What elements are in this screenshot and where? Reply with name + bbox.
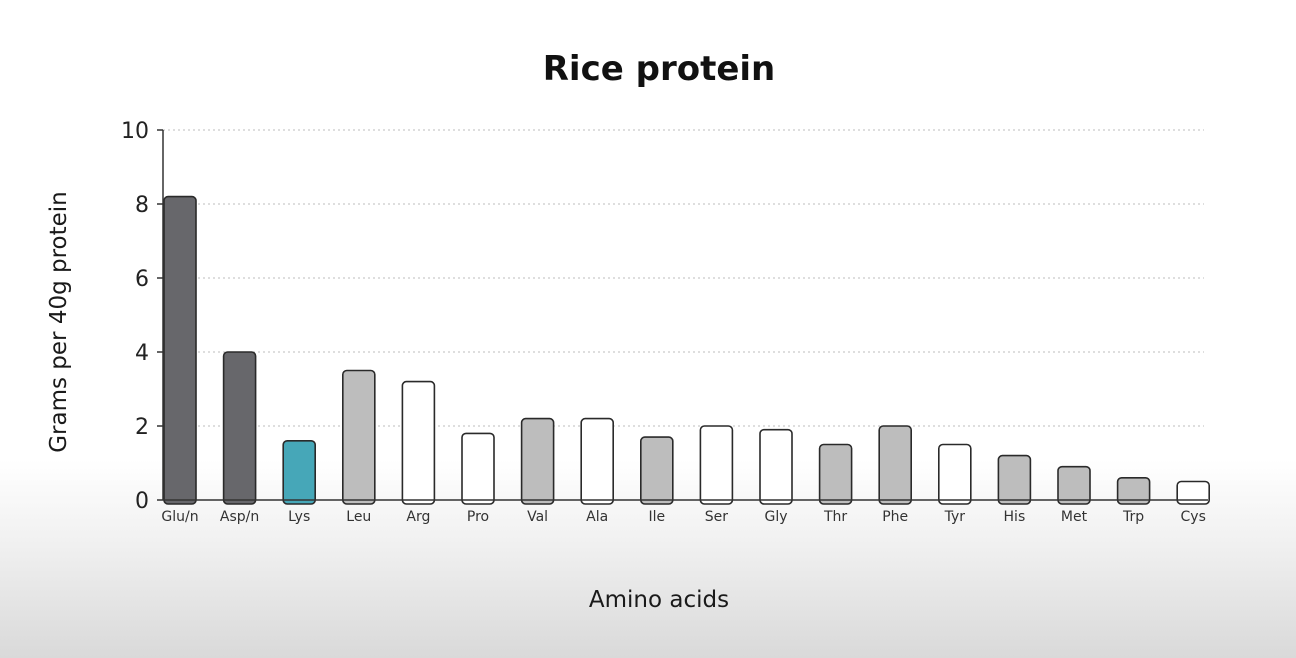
y-tick-label: 0	[135, 489, 149, 514]
bar-asp-n	[222, 351, 257, 505]
x-tick-label: Asp/n	[220, 509, 259, 525]
bar-ile	[639, 436, 674, 505]
x-tick-label: Phe	[882, 509, 908, 525]
bar-lys	[282, 439, 317, 505]
x-tick-label: Arg	[406, 509, 430, 525]
y-tick-label: 6	[135, 267, 149, 292]
y-tick-label: 4	[135, 341, 149, 366]
bar-ala	[580, 417, 615, 505]
bar-thr	[818, 443, 853, 505]
bar-pro	[461, 432, 495, 505]
x-tick-label: Leu	[346, 509, 371, 525]
x-tick-label: His	[1004, 509, 1026, 525]
y-axis-title: Grams per 40g protein	[46, 191, 72, 453]
x-tick-label: Ala	[586, 509, 608, 525]
y-tick-label: 2	[135, 415, 149, 440]
bar-his	[997, 454, 1032, 505]
bar-arg	[401, 380, 436, 505]
bar-trp	[1116, 476, 1151, 505]
x-axis-ticks: Glu/n Asp/n Lys Leu Arg Pro Val Ala Ile Ser Gly Thr…	[161, 509, 1205, 525]
bar-val	[520, 417, 555, 505]
bar-met	[1057, 465, 1091, 505]
x-axis-title: Amino acids	[589, 587, 729, 613]
x-tick-label: Glu/n	[161, 509, 198, 525]
chart-title: Rice protein	[543, 49, 776, 89]
bar-ser	[699, 425, 734, 505]
y-axis-ticks: 0 2 4 6 8 10	[121, 119, 163, 514]
x-tick-label: Cys	[1181, 509, 1206, 525]
x-tick-label: Lys	[288, 509, 310, 525]
bar-tyr	[937, 443, 972, 505]
x-tick-label: Trp	[1122, 509, 1144, 525]
y-tick-label: 8	[135, 193, 149, 218]
bar-cys	[1176, 480, 1210, 505]
x-tick-label: Gly	[764, 509, 787, 525]
x-tick-label: Ile	[648, 509, 665, 525]
gridlines	[163, 129, 1204, 427]
x-tick-label: Thr	[823, 509, 847, 525]
x-tick-label: Tyr	[944, 509, 966, 525]
x-tick-label: Val	[527, 509, 548, 525]
bars	[163, 195, 1210, 505]
y-tick-label: 10	[121, 119, 149, 144]
x-tick-label: Ser	[705, 509, 729, 525]
bar-glu-n	[163, 195, 197, 505]
bar-gly	[759, 428, 793, 505]
x-tick-label: Met	[1061, 509, 1088, 525]
bar-phe	[878, 425, 913, 505]
x-tick-label: Pro	[467, 509, 489, 525]
bar-leu	[341, 369, 376, 505]
